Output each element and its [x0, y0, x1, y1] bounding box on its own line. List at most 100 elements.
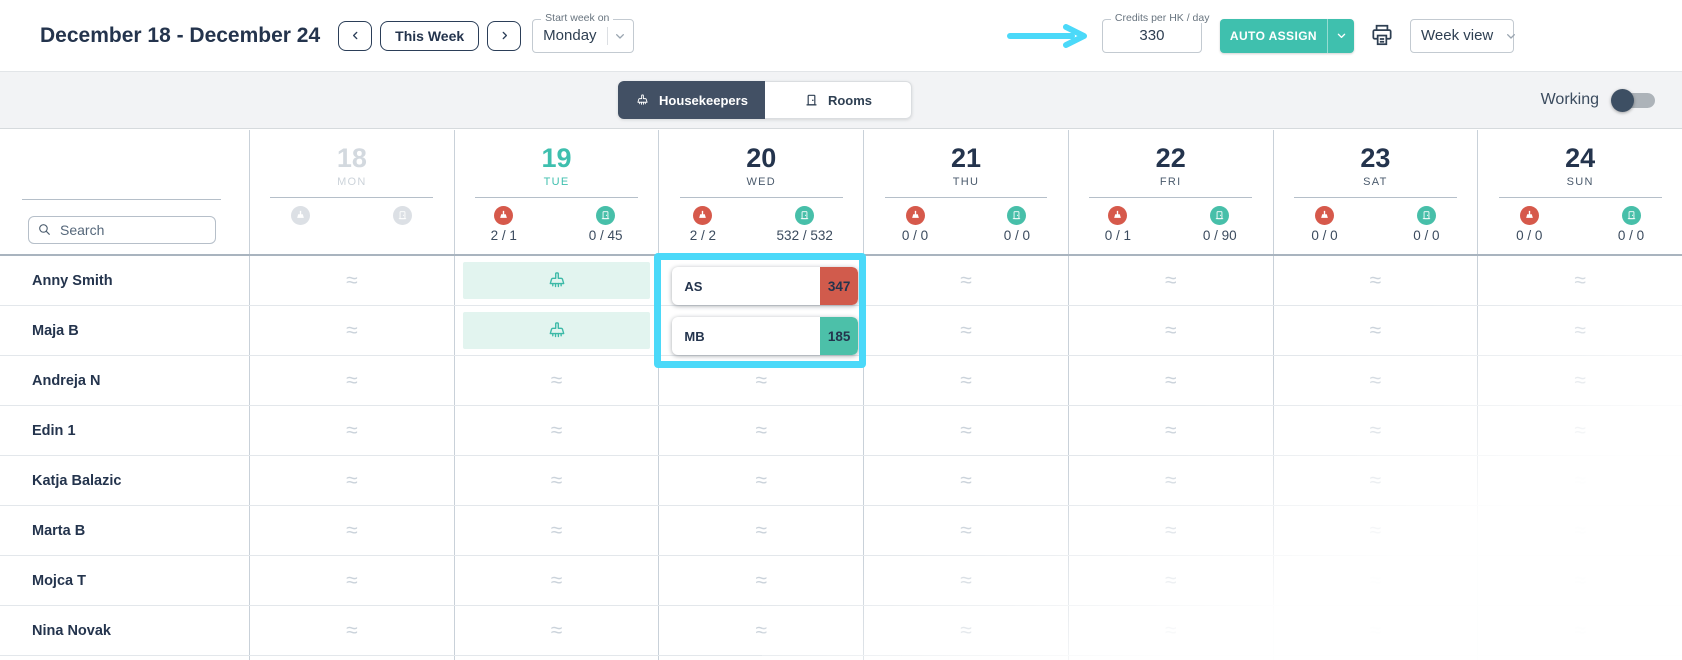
schedule-cell[interactable]: ≈ [1477, 306, 1682, 355]
empty-cell-symbol: ≈ [550, 419, 563, 442]
schedule-cell[interactable]: ≈ [863, 406, 1068, 455]
next-week-button[interactable] [487, 20, 522, 51]
housekeepers-stat-value: 0 / 1 [1104, 228, 1132, 243]
schedule-cell[interactable]: ≈ [1067, 306, 1273, 355]
empty-cell-symbol: ≈ [550, 569, 563, 592]
view-mode-select[interactable]: Week view [1410, 18, 1516, 53]
schedule-cell[interactable]: ≈ [1067, 506, 1273, 555]
housekeeper-name[interactable]: Edin 1 [32, 422, 76, 439]
broom-stat-icon [1519, 206, 1539, 225]
schedule-cell[interactable]: ≈ [1067, 556, 1273, 605]
schedule-cell[interactable]: ≈ [1067, 606, 1273, 655]
tab-rooms[interactable]: Rooms [765, 81, 912, 119]
schedule-cell[interactable]: ≈ [658, 456, 863, 505]
schedule-cell[interactable]: ≈ [1272, 556, 1478, 605]
schedule-cell[interactable]: ≈ [249, 556, 454, 605]
working-switch[interactable] [1611, 88, 1655, 112]
schedule-cell[interactable]: ≈ [863, 556, 1068, 605]
schedule-cell[interactable]: ≈ [863, 506, 1068, 555]
schedule-cell[interactable]: ≈ [658, 406, 863, 455]
assignment-chip[interactable]: MB 185 [672, 317, 859, 355]
schedule-cell[interactable]: ≈ [863, 306, 1068, 355]
schedule-cell[interactable]: ≈ [1477, 506, 1682, 555]
schedule-cell[interactable]: ≈ [453, 506, 659, 555]
prev-week-button[interactable] [338, 20, 373, 51]
schedule-cell[interactable] [453, 656, 659, 660]
housekeeper-name[interactable]: Maja B [32, 322, 79, 339]
schedule-cell[interactable]: ≈ [1477, 356, 1682, 405]
schedule-cell[interactable]: ≈ [1272, 256, 1478, 305]
auto-assign-button[interactable]: AUTO ASSIGN [1219, 18, 1354, 53]
schedule-cell[interactable]: ≈ [453, 456, 659, 505]
day-header-sun: 24 SUN 0 / 0 0 / 0 [1477, 130, 1682, 254]
schedule-cell[interactable]: ≈ [453, 356, 659, 405]
auto-assign-dropdown-chevron[interactable] [1328, 19, 1354, 53]
schedule-cell[interactable]: ≈ [1272, 456, 1478, 505]
schedule-cell[interactable]: ≈ [1477, 556, 1682, 605]
schedule-cell[interactable]: ≈ [1067, 456, 1273, 505]
assignment-chip[interactable]: AS 347 [672, 267, 859, 305]
housekeeper-name[interactable]: Anny Smith [32, 272, 113, 289]
start-week-select[interactable]: Start week on Monday [532, 12, 635, 53]
schedule-cell[interactable]: MB 185 [658, 306, 863, 355]
shift-block[interactable] [462, 262, 651, 299]
schedule-cell[interactable]: ≈ [658, 506, 863, 555]
schedule-cell[interactable] [1477, 656, 1682, 660]
schedule-cell[interactable]: ≈ [863, 456, 1068, 505]
schedule-cell[interactable]: ≈ [453, 406, 659, 455]
print-button[interactable] [1367, 21, 1397, 51]
schedule-cell[interactable] [863, 656, 1068, 660]
housekeeper-name[interactable]: Andreja N [32, 372, 101, 389]
housekeeper-name[interactable]: Mojca T [32, 572, 86, 589]
schedule-cell[interactable]: ≈ [249, 256, 454, 305]
shift-block[interactable] [462, 312, 651, 349]
tab-housekeepers[interactable]: Housekeepers [618, 81, 765, 119]
empty-cell-symbol: ≈ [346, 519, 358, 542]
housekeeper-name[interactable]: Marta B [32, 522, 86, 539]
day-underline [1089, 197, 1253, 198]
schedule-cell[interactable]: ≈ [249, 506, 454, 555]
schedule-cell[interactable]: ≈ [863, 606, 1068, 655]
schedule-cell[interactable]: ≈ [1272, 606, 1478, 655]
schedule-cell[interactable]: ≈ [249, 356, 454, 405]
day-weekday: FRI [1159, 176, 1182, 188]
schedule-cell[interactable]: ≈ [1067, 256, 1273, 305]
housekeeper-name[interactable]: Katja Balazic [32, 472, 122, 489]
housekeeper-name[interactable] [0, 656, 249, 660]
schedule-cell[interactable]: ≈ [249, 406, 454, 455]
schedule-cell[interactable]: ≈ [249, 456, 454, 505]
schedule-cell[interactable]: ≈ [1067, 356, 1273, 405]
schedule-cell[interactable]: ≈ [863, 256, 1068, 305]
search-input[interactable] [28, 216, 216, 244]
schedule-cell[interactable]: ≈ [1272, 356, 1478, 405]
schedule-cell[interactable]: ≈ [1272, 306, 1478, 355]
empty-cell-symbol: ≈ [960, 519, 972, 542]
schedule-cell[interactable]: ≈ [1477, 456, 1682, 505]
schedule-cell[interactable]: ≈ [1272, 406, 1478, 455]
credits-per-day-field[interactable]: Credits per HK / day 330 [1101, 12, 1214, 53]
schedule-cell[interactable]: ≈ [1272, 506, 1478, 555]
schedule-cell[interactable]: ≈ [1067, 406, 1273, 455]
this-week-button[interactable]: This Week [380, 20, 480, 51]
schedule-cell[interactable]: ≈ [863, 356, 1068, 405]
schedule-cell[interactable] [1272, 656, 1478, 660]
schedule-cell[interactable] [658, 656, 863, 660]
schedule-cell[interactable] [249, 656, 454, 660]
schedule-cell[interactable]: ≈ [658, 356, 863, 405]
schedule-cell[interactable] [453, 256, 659, 305]
schedule-cell[interactable]: ≈ [1477, 606, 1682, 655]
schedule-cell[interactable]: ≈ [1477, 406, 1682, 455]
schedule-cell[interactable]: ≈ [249, 306, 454, 355]
schedule-cell[interactable]: ≈ [453, 606, 659, 655]
schedule-cell[interactable]: ≈ [249, 606, 454, 655]
search-icon [39, 224, 50, 235]
schedule-cell[interactable]: ≈ [1477, 256, 1682, 305]
housekeeper-name[interactable]: Nina Novak [32, 622, 111, 639]
schedule-cell[interactable]: ≈ [658, 606, 863, 655]
schedule-cell[interactable]: ≈ [453, 556, 659, 605]
schedule-cell[interactable]: AS 347 [658, 256, 863, 305]
broom-stat-icon [494, 206, 514, 225]
schedule-cell[interactable]: ≈ [658, 556, 863, 605]
schedule-cell[interactable] [453, 306, 659, 355]
schedule-cell[interactable] [1067, 656, 1273, 660]
